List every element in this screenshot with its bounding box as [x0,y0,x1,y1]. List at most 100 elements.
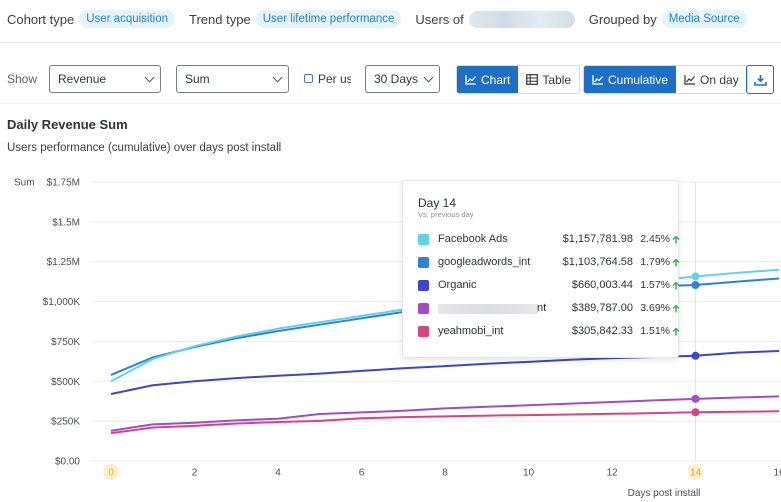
grouped-by-label: Grouped by [588,11,657,27]
on-day-label: On day [700,72,739,87]
aggregation-select[interactable]: Sum [176,65,289,93]
y-tick-label: $0.00 [55,457,80,468]
trend-type-label: Trend type [189,11,251,27]
tooltip-row: nt $389,787.00 3.69% [418,301,680,317]
tooltip-subtitle: Vs. previous day [418,210,474,219]
tooltip-value: $305,842.33 [571,325,633,337]
series-swatch [418,280,429,291]
series-swatch [418,234,429,245]
divider [0,42,781,43]
cohort-type-label: Cohort type [7,11,75,27]
x-tick-highlight [687,464,704,480]
grouped-by-pill[interactable]: Media Source [661,10,747,28]
tooltip-change: 3.69% [640,302,670,314]
x-axis-label: Days post install [628,488,701,499]
table-view-button[interactable]: Table [518,66,580,93]
arrow-up-icon [672,281,680,290]
y-tick-label: $500K [51,377,80,388]
tooltip-change: 1.57% [640,279,670,291]
tooltip-value: $389,787.00 [571,302,633,314]
y-tick-label: $250K [51,417,80,428]
mode-toggle: Cumulative On day [583,65,748,94]
range-select-value: 30 Days [374,72,419,86]
tooltip-title: Day 14 [418,196,457,210]
arrow-up-icon [672,258,680,267]
chevron-down-icon [144,72,155,83]
tooltip-change: 1.51% [640,325,670,337]
x-tick-label: 6 [359,468,365,479]
range-select[interactable]: 30 Days [365,65,440,93]
tooltip-row: Facebook Ads $1,157,781.98 2.45% [418,232,680,248]
aggregation-select-value: Sum [185,72,210,86]
chart-subtitle: Users performance (cumulative) over days… [7,142,282,154]
x-tick-label: 10 [523,468,535,479]
tooltip-series-name-tail: nt [537,302,547,314]
filter-bar: Cohort type User acquisition Trend type … [0,0,781,38]
chart-title: Daily Revenue Sum [7,117,128,132]
x-tick-label: 8 [442,468,448,479]
series-point[interactable] [691,351,700,360]
tooltip-change: 1.79% [640,256,670,268]
tooltip-row: Organic $660,003.44 1.57% [418,278,680,294]
tooltip-value: $1,157,781.98 [562,233,633,245]
cumulative-button[interactable]: Cumulative [584,66,677,93]
y-tick-label: $1.5M [52,217,80,228]
series-line[interactable] [110,410,780,435]
cohort-type-pill[interactable]: User acquisition [79,10,176,28]
tooltip-series-name: googleadwords_int [438,256,531,268]
tooltip-series-name: Facebook Ads [438,233,508,245]
tooltip-series-name-redacted [438,304,538,314]
y-tick-label: $1.75M [47,178,80,189]
table-icon [526,74,539,85]
cumulative-label: Cumulative [608,72,669,87]
table-view-label: Table [542,72,572,87]
divider [0,103,781,104]
chart-tooltip: Day 14 Vs. previous day Facebook Ads $1,… [402,180,680,358]
x-tick-label: 14 [690,468,702,479]
per-user-checkbox[interactable] [304,74,313,83]
series-point[interactable] [691,408,700,417]
line-chart-icon [592,75,603,85]
chart-view-button[interactable]: Chart [457,66,519,93]
tooltip-series-name: yeahmobi_int [438,325,504,337]
tooltip-row: googleadwords_int $1,103,764.58 1.79% [418,255,680,271]
users-of-pill[interactable] [468,10,575,28]
show-label: Show [7,72,38,86]
x-tick-label: 2 [192,468,198,479]
x-tick-label: 4 [275,468,281,479]
series-point[interactable] [691,281,700,290]
y-tick-label: $1,000K [43,297,81,308]
line-chart-icon [465,75,476,85]
series-line[interactable] [110,395,780,432]
series-swatch [418,257,429,268]
chevron-down-icon [423,72,434,83]
y-axis-label: Sum [14,178,35,189]
on-day-button[interactable]: On day [676,66,747,93]
tooltip-row: yeahmobi_int $305,842.33 1.51% [418,324,680,340]
chevron-down-icon [272,72,283,83]
download-button[interactable] [746,65,774,94]
chart-view-label: Chart [481,72,511,87]
tooltip-change: 2.45% [640,233,670,245]
metric-select[interactable]: Revenue [49,65,161,93]
metric-select-value: Revenue [58,72,107,86]
y-tick-label: $1.25M [47,257,80,268]
series-swatch [418,326,429,337]
tooltip-value: $660,003.44 [571,279,633,291]
per-user-label: Per user [318,72,351,86]
series-point[interactable] [691,272,700,281]
series-point[interactable] [691,394,700,403]
users-of-label: Users of [415,11,464,27]
x-tick-label: 16 [773,468,781,479]
tooltip-series-name: Organic [438,279,477,291]
tooltip-value: $1,103,764.58 [562,256,633,268]
trend-type-pill[interactable]: User lifetime performance [255,10,402,28]
arrow-up-icon [672,327,680,336]
x-tick-label: 0 [108,468,114,479]
x-tick-label: 12 [606,468,618,479]
series-swatch [418,303,429,314]
arrow-up-icon [672,235,680,244]
arrow-up-icon [672,304,680,313]
y-tick-label: $750K [51,337,80,348]
chart-controls: Show Revenue Sum Per user 30 Days Chart … [0,62,781,96]
